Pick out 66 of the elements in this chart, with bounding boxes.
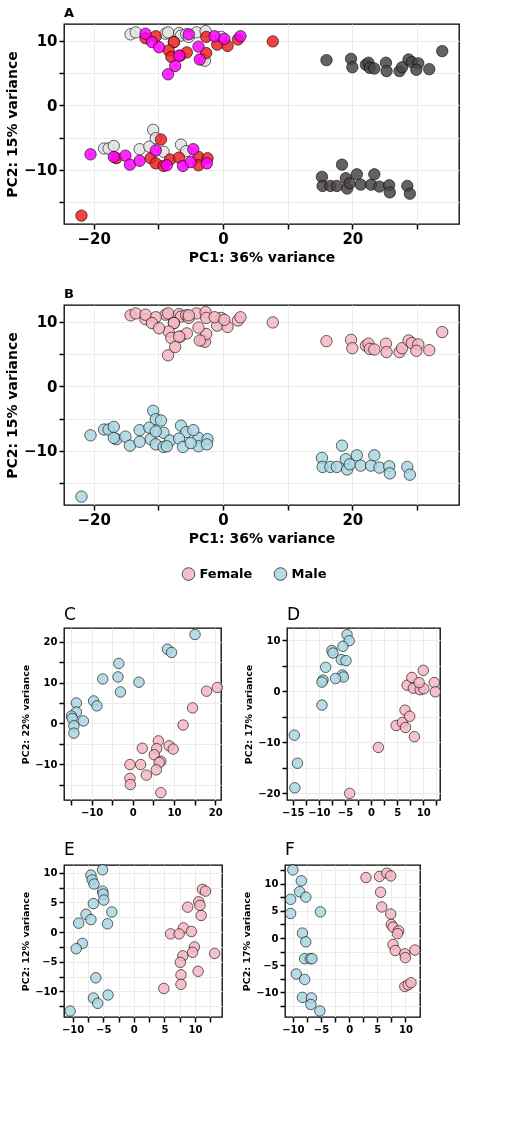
x-tick-label: 0 bbox=[130, 1023, 138, 1035]
x-axis-title: PC1: 36% variance bbox=[188, 529, 336, 546]
x-tick-label: 20 bbox=[208, 806, 223, 818]
x-tick-label: −10 bbox=[80, 806, 104, 818]
y-axis-title: PC2: 15% variance bbox=[4, 332, 21, 479]
x-tick-label: 5 bbox=[374, 1023, 382, 1035]
y-tick-label: 5 bbox=[50, 896, 58, 908]
x-tick-label: −20 bbox=[77, 229, 111, 248]
x-tick-label: 20 bbox=[342, 229, 364, 248]
x-tick-label: 10 bbox=[398, 1023, 413, 1035]
y-tick-label: −5 bbox=[263, 959, 279, 971]
y-tick-label: 0 bbox=[47, 377, 58, 396]
y-tick-label: −10 bbox=[35, 985, 58, 997]
y-tick-label: 0 bbox=[50, 717, 58, 729]
x-tick-label: 10 bbox=[167, 806, 182, 818]
x-tick-label: −10 bbox=[61, 1023, 85, 1035]
y-tick-label: −10 bbox=[258, 736, 281, 748]
x-tick-label: −5 bbox=[313, 1023, 330, 1035]
y-tick-label: 5 bbox=[271, 905, 279, 917]
y-axis-title: PC2: 15% variance bbox=[4, 51, 21, 198]
y-tick-label: 10 bbox=[266, 634, 281, 646]
y-tick-label: 20 bbox=[43, 636, 58, 648]
x-tick-label: −20 bbox=[77, 510, 111, 529]
x-axis-title: PC1: 36% variance bbox=[188, 248, 336, 265]
y-tick-label: 10 bbox=[36, 313, 58, 332]
y-tick-label: 0 bbox=[47, 96, 58, 115]
y-tick-label: 10 bbox=[36, 32, 58, 51]
y-tick-label: −10 bbox=[24, 442, 58, 461]
y-axis-title: PC2: 17% variance bbox=[243, 664, 255, 765]
x-tick-label: 5 bbox=[161, 1023, 169, 1035]
x-tick-label: −5 bbox=[96, 1023, 112, 1035]
y-tick-label: 10 bbox=[43, 867, 58, 879]
legend-label: Female bbox=[199, 566, 253, 582]
chart-title: E bbox=[64, 838, 75, 859]
x-tick-label: 0 bbox=[368, 806, 376, 818]
x-tick-label: 10 bbox=[416, 806, 431, 818]
y-tick-label: 10 bbox=[43, 677, 58, 689]
y-tick-label: −5 bbox=[42, 956, 58, 968]
x-tick-label: −15 bbox=[282, 806, 305, 818]
x-tick-label: 5 bbox=[394, 806, 402, 818]
x-tick-label: 10 bbox=[188, 1023, 203, 1035]
y-tick-label: 0 bbox=[273, 685, 281, 697]
chart-title: F bbox=[285, 839, 295, 860]
y-axis-title: PC2: 17% variance bbox=[241, 891, 253, 992]
x-tick-label: 0 bbox=[218, 229, 229, 248]
chart-title: A bbox=[64, 4, 75, 20]
y-tick-label: −10 bbox=[35, 758, 58, 770]
x-tick-label: 0 bbox=[346, 1023, 354, 1035]
y-tick-label: −10 bbox=[256, 986, 279, 998]
legend-label: Male bbox=[291, 566, 327, 582]
x-tick-label: 20 bbox=[342, 510, 364, 529]
x-tick-label: −5 bbox=[337, 806, 354, 818]
chart-title: C bbox=[64, 603, 76, 624]
x-tick-label: −10 bbox=[308, 806, 331, 818]
x-tick-label: 0 bbox=[218, 510, 229, 529]
y-tick-label: −10 bbox=[24, 161, 58, 180]
y-axis-title: PC2: 22% variance bbox=[20, 664, 32, 765]
y-tick-label: 0 bbox=[50, 926, 58, 938]
chart-title: D bbox=[287, 603, 301, 624]
y-tick-label: −20 bbox=[258, 787, 281, 799]
y-tick-label: 0 bbox=[271, 932, 279, 944]
y-tick-label: 10 bbox=[264, 878, 279, 890]
chart-title: B bbox=[64, 285, 74, 301]
y-axis-title: PC2: 12% variance bbox=[20, 891, 32, 992]
x-tick-label: −10 bbox=[282, 1023, 305, 1035]
x-tick-label: 0 bbox=[129, 806, 137, 818]
